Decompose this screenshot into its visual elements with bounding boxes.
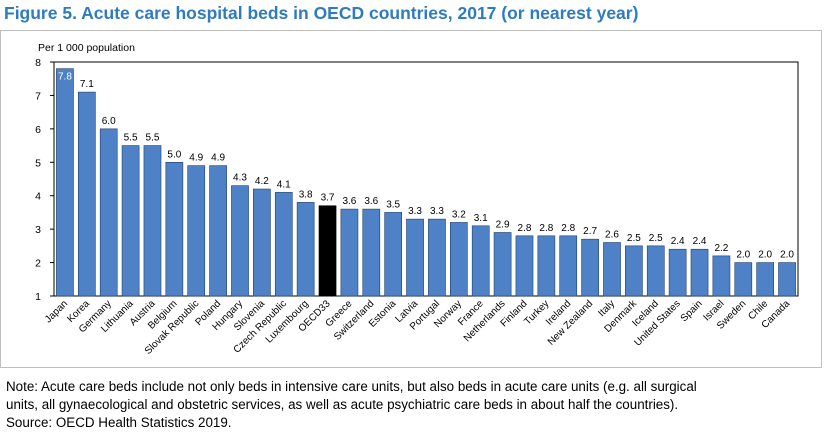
bar-ireland xyxy=(559,235,578,297)
bar-belgium xyxy=(165,161,184,297)
x-tick-label-spain: Spain xyxy=(679,298,705,324)
bar-france xyxy=(471,225,490,297)
data-label-korea: 7.1 xyxy=(80,79,94,90)
data-label-united-states: 2.4 xyxy=(671,236,685,247)
bar-united-states xyxy=(668,248,687,297)
bar-sweden xyxy=(734,262,753,297)
bar-switzerland xyxy=(362,208,381,297)
bar-austria xyxy=(143,145,162,297)
y-axis-label: Per 1 000 population xyxy=(38,42,135,54)
y-tick-label: 3 xyxy=(35,224,41,236)
bar-israel xyxy=(712,255,731,297)
bar-japan xyxy=(56,68,74,297)
data-label-hungary: 4.3 xyxy=(233,173,247,184)
bar-turkey xyxy=(537,235,556,297)
bar-chile xyxy=(756,262,775,297)
data-label-japan: 7.8 xyxy=(58,72,72,83)
source-line: Source: OECD Health Statistics 2019. xyxy=(6,415,232,430)
bar-spain xyxy=(690,248,709,297)
figure-title: Figure 5. Acute care hospital beds in OE… xyxy=(4,3,639,23)
data-label-finland: 2.8 xyxy=(518,223,532,234)
bar-latvia xyxy=(406,218,424,297)
bar-slovak-republic xyxy=(187,165,206,297)
y-tick-label: 2 xyxy=(35,258,41,270)
bar-chart: Per 1 000 population123456787.8Japan7.1K… xyxy=(35,42,799,357)
y-tick-label: 5 xyxy=(35,157,41,169)
data-label-luxembourg: 3.8 xyxy=(299,189,313,200)
data-label-oecd33: 3.7 xyxy=(321,193,335,204)
bar-slovenia xyxy=(253,188,271,297)
data-label-new-zealand: 2.7 xyxy=(583,226,597,237)
bar-portugal xyxy=(428,218,446,297)
data-label-estonia: 3.5 xyxy=(386,199,400,210)
data-label-iceland: 2.5 xyxy=(649,233,663,244)
y-tick-label: 8 xyxy=(35,57,41,69)
data-label-lithuania: 5.5 xyxy=(124,133,138,144)
data-label-greece: 3.6 xyxy=(342,196,356,207)
bar-poland xyxy=(209,165,227,297)
data-label-germany: 6.0 xyxy=(102,116,116,127)
bar-new-zealand xyxy=(581,238,599,297)
y-tick-label: 6 xyxy=(35,124,41,136)
y-tick-label: 4 xyxy=(35,191,41,203)
bar-luxembourg xyxy=(296,202,315,297)
bar-lithuania xyxy=(121,145,140,297)
bar-denmark xyxy=(625,245,643,297)
data-label-israel: 2.2 xyxy=(714,243,728,254)
data-label-netherlands: 2.9 xyxy=(496,219,510,230)
bar-korea xyxy=(77,91,96,297)
bar-hungary xyxy=(231,185,249,297)
data-label-turkey: 2.8 xyxy=(539,223,553,234)
data-label-norway: 3.2 xyxy=(452,209,466,220)
data-label-czech-republic: 4.1 xyxy=(277,179,291,190)
bar-italy xyxy=(603,242,621,297)
data-label-italy: 2.6 xyxy=(605,230,619,241)
bar-norway xyxy=(449,222,468,297)
data-label-denmark: 2.5 xyxy=(627,233,641,244)
bar-germany xyxy=(99,128,118,297)
data-label-ireland: 2.8 xyxy=(561,223,575,234)
data-label-slovenia: 4.2 xyxy=(255,176,269,187)
y-tick-label: 1 xyxy=(35,291,41,303)
x-tick-label-japan: Japan xyxy=(43,298,70,325)
bar-greece xyxy=(340,208,359,297)
data-label-belgium: 5.0 xyxy=(167,149,181,160)
bar-netherlands xyxy=(493,232,512,297)
data-label-latvia: 3.3 xyxy=(408,206,422,217)
note-line-1: Note: Acute care beds include not only b… xyxy=(6,379,697,394)
data-label-poland: 4.9 xyxy=(211,153,225,164)
bar-finland xyxy=(515,235,534,297)
data-label-portugal: 3.3 xyxy=(430,206,444,217)
data-label-spain: 2.4 xyxy=(693,236,707,247)
figure-note: Note: Acute care beds include not only b… xyxy=(6,378,821,432)
data-label-slovak-republic: 4.9 xyxy=(189,153,203,164)
bar-iceland xyxy=(646,245,665,297)
data-label-austria: 5.5 xyxy=(146,133,160,144)
chart-frame xyxy=(0,30,822,368)
bar-estonia xyxy=(384,212,403,297)
data-label-chile: 2.0 xyxy=(758,250,772,261)
y-tick-label: 7 xyxy=(35,90,41,102)
data-label-switzerland: 3.6 xyxy=(364,196,378,207)
data-label-sweden: 2.0 xyxy=(736,250,750,261)
data-label-france: 3.1 xyxy=(474,213,488,224)
bar-oecd33 xyxy=(318,205,337,297)
plot-area xyxy=(53,61,799,297)
bar-canada xyxy=(778,262,796,297)
bar-czech-republic xyxy=(274,192,293,297)
note-line-2: units, all gynaecological and obstetric … xyxy=(6,397,679,412)
data-label-canada: 2.0 xyxy=(780,250,794,261)
